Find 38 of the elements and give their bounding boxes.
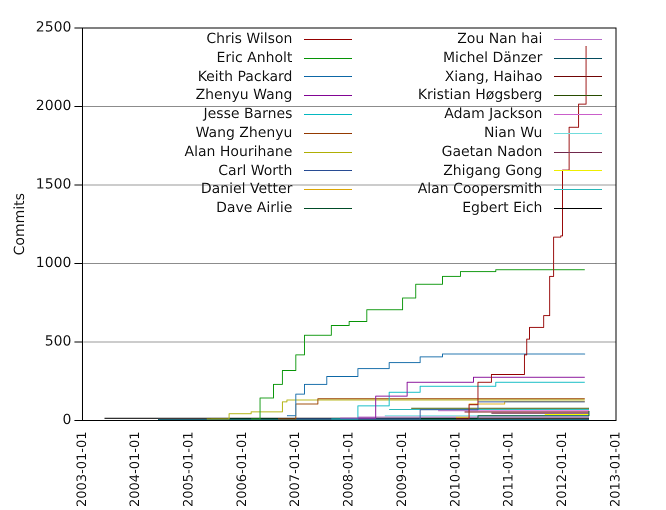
legend-label: Eric Anholt — [216, 48, 292, 68]
x-tick-label: 2012-01-01 — [554, 431, 570, 508]
x-tick-label: 2003-01-01 — [74, 431, 90, 508]
legend-label: Michel Dänzer — [442, 48, 542, 68]
x-tick-label: 2013-01-01 — [608, 431, 624, 508]
y-tick-label: 2000 — [36, 98, 72, 114]
legend-label: Nian Wu — [484, 124, 542, 143]
y-tick-label: 2500 — [36, 20, 72, 36]
legend-label: Alan Hourihane — [184, 142, 292, 162]
legend-label: Adam Jackson — [444, 105, 542, 124]
legend-label: Zou Nan hai — [457, 30, 542, 49]
x-tick-label: 2005-01-01 — [182, 431, 197, 508]
legend-label: Alan Coopersmith — [418, 180, 542, 200]
legend-label: Zhigang Gong — [443, 162, 542, 180]
y-tick-label: 500 — [44, 334, 72, 350]
x-tick-label: 2007-01-01 — [288, 431, 304, 508]
y-tick-label: 0 — [62, 412, 72, 428]
legend-label: Xiang, Haihao — [444, 68, 542, 86]
x-tick-label: 2011-01-01 — [502, 431, 517, 508]
x-tick-label: 2008-01-01 — [342, 431, 357, 508]
legend-label: Daniel Vetter — [200, 180, 292, 200]
legend-label: Chris Wilson — [206, 30, 292, 49]
legend-label: Egbert Eich — [462, 199, 542, 218]
legend-label: Keith Packard — [198, 68, 292, 86]
legend-label: Kristian Høgsberg — [418, 86, 542, 106]
x-tick-label: 2010-01-01 — [448, 431, 464, 508]
y-tick-label: 1000 — [36, 255, 72, 272]
legend-label: Gaetan Nadon — [442, 142, 542, 162]
y-tick-label: 1500 — [36, 176, 72, 193]
legend-label: Zhenyu Wang — [196, 86, 292, 106]
x-tick-label: 2009-01-01 — [394, 431, 410, 508]
legend-label: Jesse Barnes — [204, 105, 292, 124]
legend-label: Carl Worth — [218, 162, 292, 180]
legend-label: Wang Zhenyu — [196, 124, 292, 143]
y-axis-title: Commits — [12, 193, 28, 256]
x-tick-label: 2004-01-01 — [128, 431, 144, 508]
x-tick-label: 2006-01-01 — [234, 431, 250, 508]
legend-label: Dave Airlie — [216, 199, 292, 218]
